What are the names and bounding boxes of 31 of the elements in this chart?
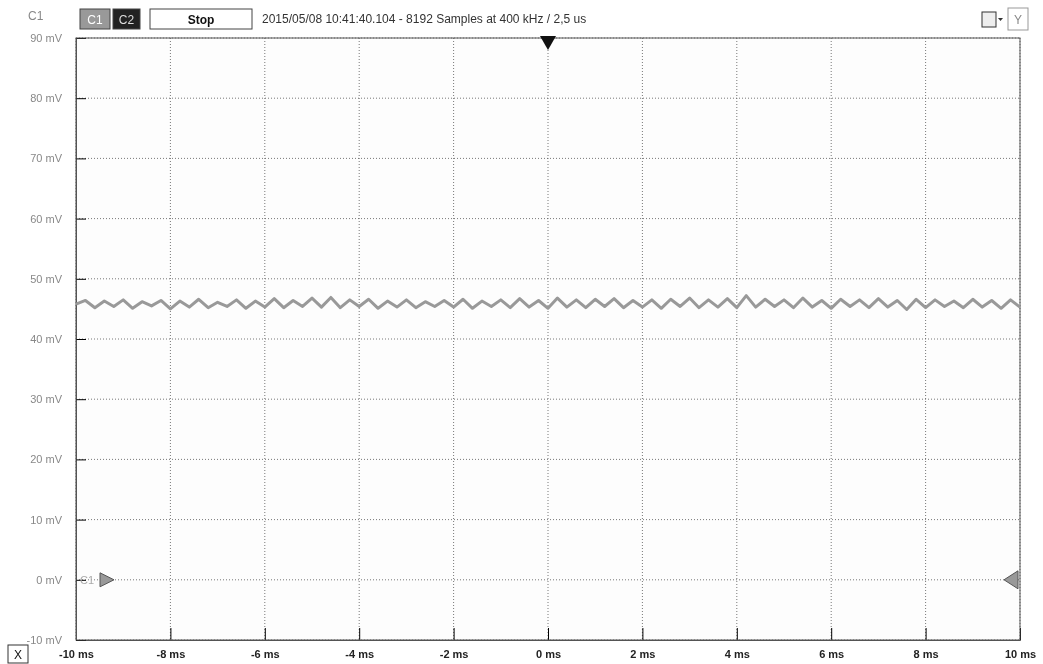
y-tick-label: 80 mV	[30, 92, 63, 105]
x-tick-label: 2 ms	[630, 648, 656, 661]
y-tick-label: 30 mV	[30, 393, 63, 406]
y-tick-label: 50 mV	[30, 272, 63, 285]
x-tick-label: -4 ms	[345, 648, 375, 661]
text: C2	[118, 13, 135, 27]
legend-label: C1	[80, 573, 95, 586]
x-tick-label: 4 ms	[724, 648, 750, 661]
y-tick-label: 0 mV	[36, 573, 63, 586]
y-tick-label: 40 mV	[30, 333, 63, 346]
chart-title: 2015/05/08 10:41:40.104 - 8192 Samples at 400 kHz / 2,5 us	[262, 12, 587, 26]
x-tick-label: 10 ms	[1004, 648, 1037, 661]
text: Y	[1013, 13, 1023, 27]
x-tick-label: 8 ms	[913, 648, 939, 661]
y-tick-label: 10 mV	[30, 513, 63, 526]
x-tick-label: 6 ms	[819, 648, 845, 661]
text: Stop	[187, 13, 215, 27]
x-tick-label: -10 ms	[59, 648, 94, 661]
x-tick-label: -8 ms	[156, 648, 186, 661]
x-tick-label: -6 ms	[250, 648, 280, 661]
x-tick-label: -2 ms	[439, 648, 469, 661]
y-axis-title: C1	[28, 9, 44, 23]
x-tick-label: 0 ms	[535, 648, 562, 661]
line-series	[74, 294, 1022, 311]
y-tick-label: 70 mV	[30, 152, 63, 165]
text: X	[13, 648, 23, 662]
y-tick-label: 60 mV	[30, 212, 63, 225]
y-tick-label: -10 mV	[26, 634, 63, 647]
text: C1	[87, 13, 103, 27]
y-tick-label: 90 mV	[30, 32, 63, 45]
y-tick-label: 20 mV	[30, 453, 63, 466]
